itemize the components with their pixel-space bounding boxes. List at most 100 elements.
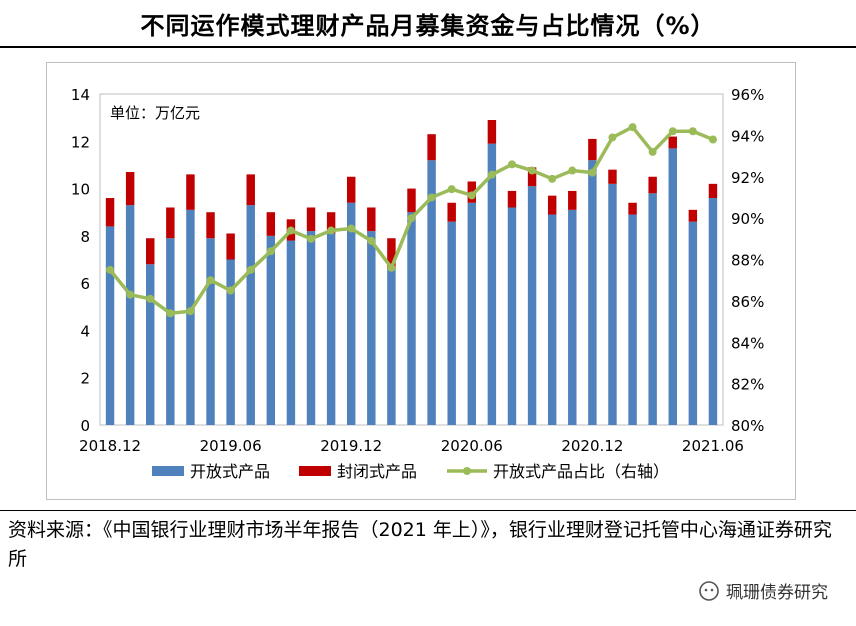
ratio-point: [387, 263, 396, 272]
y-left-tick-label: 12: [71, 133, 90, 151]
bar-open: [527, 186, 537, 425]
x-tick-label: 2019.12: [320, 437, 382, 455]
chart-title: 不同运作模式理财产品月募集资金与占比情况（%）: [140, 12, 716, 40]
bar-open: [166, 238, 175, 425]
ratio-point: [487, 170, 496, 179]
bar-closed: [588, 138, 597, 161]
y-left-tick-label: 4: [80, 322, 90, 340]
ratio-point: [447, 185, 456, 194]
bar-open: [608, 183, 617, 425]
source-divider: [0, 510, 856, 511]
bar-closed: [326, 212, 336, 234]
bar-closed: [628, 202, 637, 215]
legend-label: 开放式产品占比（右轴）: [493, 462, 669, 481]
unit-label: 单位：万亿元: [110, 104, 200, 122]
bar-closed: [668, 136, 677, 149]
bar-closed: [487, 120, 497, 144]
ratio-point: [548, 174, 557, 183]
bar-closed: [527, 167, 537, 187]
bar-open: [146, 264, 155, 425]
watermark-text: 珮珊债券研究: [726, 583, 828, 603]
y-left-tick-label: 0: [80, 417, 90, 435]
bar-open: [407, 212, 416, 425]
bar-open: [125, 205, 135, 425]
combo-chart: 0 2 4 6 8 10 12 14 80% 82% 84% 86% 88% 90% 92% 94% 96% 单位…: [71, 86, 764, 481]
legend-label: 开放式产品: [190, 462, 270, 481]
bar-open: [668, 148, 677, 425]
bar-open: [387, 268, 396, 425]
ratio-point: [608, 133, 617, 142]
ratio-point: [427, 193, 436, 202]
bar-closed: [186, 174, 195, 210]
ratio-point: [528, 166, 537, 175]
ratio-point: [407, 214, 416, 223]
bar-open: [447, 221, 456, 425]
bar-open: [286, 240, 296, 425]
bar-closed: [648, 176, 657, 194]
bar-open: [306, 231, 316, 425]
y-right-tick-label: 88%: [731, 252, 764, 270]
bar-open: [427, 160, 436, 425]
bar-open: [628, 214, 637, 425]
ratio-point: [266, 247, 275, 256]
y-left-tick-label: 6: [80, 275, 90, 293]
bar-open: [648, 193, 657, 425]
source-note: 资料来源：《中国银行业理财市场半年报告（2021 年上）》，银行业理财登记托管中…: [8, 519, 832, 570]
x-tick-label: 2020.12: [561, 437, 623, 455]
ratio-point: [307, 234, 316, 243]
ratio-point: [588, 168, 597, 177]
x-tick-label: 2020.06: [441, 437, 503, 455]
bar-open: [246, 205, 255, 425]
ratio-point: [568, 166, 577, 175]
bar-open: [708, 198, 718, 425]
ratio-point: [708, 135, 717, 144]
bar-closed: [105, 198, 115, 227]
bar-open: [487, 143, 497, 425]
ratio-point: [226, 286, 235, 295]
wechat-icon: [699, 580, 719, 601]
y-left-tick-label: 10: [71, 181, 90, 199]
y-right-tick-label: 82%: [731, 376, 764, 394]
bar-closed: [306, 207, 316, 232]
bar-closed: [547, 195, 557, 215]
ratio-point: [126, 290, 135, 299]
bar-open: [186, 209, 195, 425]
y-left-tick-label: 2: [80, 370, 90, 388]
ratio-point: [367, 236, 376, 245]
y-left-tick-label: 8: [80, 228, 90, 246]
ratio-point: [628, 123, 637, 132]
bar-closed: [507, 190, 517, 208]
bar-closed: [708, 183, 718, 199]
bar-closed: [568, 190, 577, 210]
bar-open: [688, 221, 698, 425]
bar-closed: [166, 207, 175, 239]
y-right-tick-label: 84%: [731, 334, 764, 352]
bar-closed: [266, 212, 276, 236]
bar-closed: [206, 212, 215, 239]
y-left-tick-label: 14: [71, 86, 90, 104]
y-right-tick-label: 96%: [731, 86, 764, 104]
bar-closed: [226, 233, 235, 260]
bar-open: [206, 238, 215, 425]
bar-open: [346, 202, 356, 425]
ratio-point: [246, 265, 255, 274]
title-divider: [0, 46, 856, 48]
bar-open: [467, 202, 477, 425]
y-right-tick-label: 94%: [731, 127, 764, 145]
bar-open: [568, 209, 577, 425]
x-tick-label: 2018.12: [79, 437, 141, 455]
bar-open: [588, 160, 597, 425]
ratio-point: [507, 160, 516, 169]
bar-closed: [146, 238, 155, 265]
ratio-point: [327, 226, 336, 235]
bar-closed: [447, 202, 456, 222]
ratio-point: [347, 224, 356, 233]
ratio-point: [206, 276, 215, 285]
bar-open: [507, 207, 517, 425]
y-right-tick-label: 80%: [731, 417, 764, 435]
watermark: 珮珊债券研究: [698, 578, 828, 603]
bar-closed: [367, 207, 376, 232]
chart-container: 0 2 4 6 8 10 12 14 80% 82% 84% 86% 88% 90% 92% 94% 96% 单位…: [46, 62, 796, 500]
legend-marker: [463, 467, 471, 475]
ratio-point: [467, 191, 476, 200]
